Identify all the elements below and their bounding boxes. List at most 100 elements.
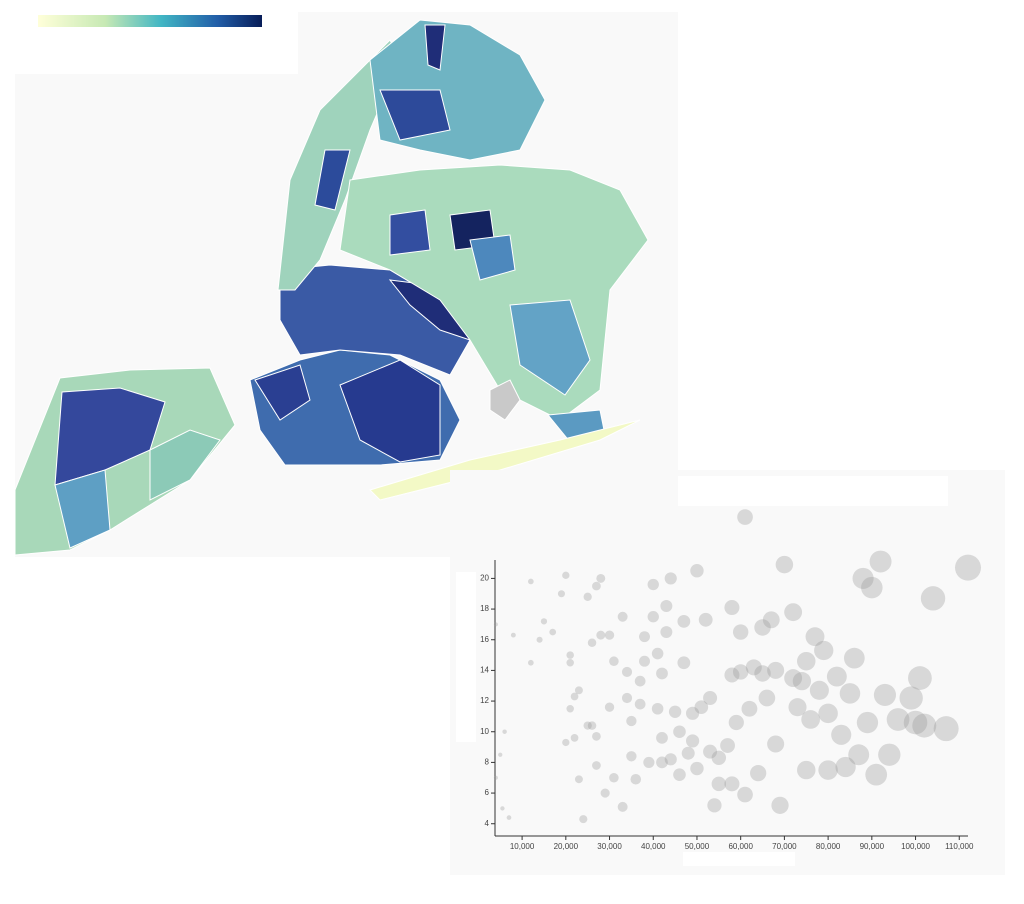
bubble	[592, 761, 601, 770]
y-tick-label: 8	[485, 758, 490, 767]
bubble	[596, 573, 606, 583]
bubble	[912, 713, 937, 738]
bubble	[724, 600, 740, 616]
bubble	[792, 671, 812, 691]
bubble	[566, 704, 574, 713]
bubble	[617, 801, 628, 812]
bubble	[724, 776, 740, 792]
bubble	[797, 760, 816, 780]
color-legend	[38, 15, 262, 27]
bubble	[865, 763, 888, 786]
y-tick-label: 12	[480, 696, 489, 705]
bubble	[592, 581, 601, 591]
bubble	[660, 626, 673, 639]
district	[254, 364, 311, 421]
bubble	[587, 721, 597, 730]
bubble	[626, 715, 637, 727]
bubble	[557, 590, 565, 598]
bubble	[600, 788, 610, 798]
bubble	[562, 738, 570, 747]
scatter-panel	[450, 470, 1005, 875]
x-tick-label: 80,000	[816, 842, 841, 851]
district	[389, 209, 431, 256]
bubble	[703, 690, 718, 706]
bubble	[677, 614, 691, 628]
district	[314, 149, 351, 211]
bubble	[609, 656, 619, 666]
bubble	[899, 686, 923, 710]
bubble	[498, 752, 503, 757]
bubble	[583, 721, 592, 730]
district	[469, 234, 516, 281]
bubble	[741, 700, 758, 717]
bubble	[784, 669, 803, 688]
rockaway	[369, 419, 641, 501]
bubble	[728, 714, 744, 731]
bubble	[886, 708, 910, 731]
bubble	[801, 710, 820, 729]
bubble	[775, 555, 794, 574]
bubble	[493, 775, 498, 780]
boroughs	[14, 19, 649, 556]
bubble	[762, 611, 780, 629]
bubble	[621, 692, 633, 704]
bubble	[621, 666, 633, 678]
bubble	[848, 744, 870, 766]
bubble	[592, 731, 601, 741]
bubble	[668, 705, 682, 718]
bubble	[656, 756, 668, 769]
bubble	[647, 611, 659, 623]
district	[339, 359, 441, 463]
bubble	[737, 786, 753, 803]
bubble	[843, 647, 865, 669]
map-panel	[14, 12, 678, 557]
bubble	[664, 753, 677, 766]
bubble	[831, 724, 852, 745]
x-tick-label: 30,000	[597, 842, 622, 851]
scatter-background	[450, 470, 1005, 875]
bubble	[754, 619, 771, 636]
x-tick-label: 60,000	[728, 842, 753, 851]
bubble	[681, 746, 695, 760]
bubble	[604, 702, 615, 712]
bubble	[673, 768, 686, 781]
bubble	[835, 756, 856, 778]
x-tick-label: 50,000	[685, 842, 710, 851]
bubble	[587, 638, 597, 648]
bubble	[549, 628, 557, 636]
bubble	[732, 664, 749, 680]
district	[54, 469, 111, 549]
bubble	[500, 806, 505, 811]
bubble	[562, 571, 570, 579]
bubble	[805, 627, 825, 647]
bubble	[639, 655, 650, 667]
bubble	[656, 667, 668, 680]
bubble	[609, 772, 619, 783]
bubble	[814, 640, 834, 661]
bubble	[933, 716, 959, 742]
bubble	[750, 765, 767, 782]
bubble	[579, 815, 588, 824]
bubble	[745, 659, 762, 676]
district	[509, 299, 591, 396]
bubble	[818, 703, 838, 724]
bubble	[767, 735, 785, 753]
bubble	[651, 647, 664, 660]
bubble	[711, 776, 727, 792]
bubble	[758, 689, 776, 707]
bubble	[920, 586, 946, 611]
bubble	[660, 600, 673, 612]
bubble	[596, 630, 606, 640]
bubble	[502, 729, 507, 734]
bubble	[711, 750, 727, 766]
bubble	[852, 567, 874, 589]
bubble	[767, 661, 785, 679]
bubble	[634, 698, 646, 710]
bubble	[856, 711, 879, 734]
y-tick-label: 20	[480, 574, 489, 583]
x-tick-label: 20,000	[554, 842, 579, 851]
bubble	[724, 667, 740, 683]
bubble	[784, 603, 803, 622]
y-tick-label: 10	[480, 727, 489, 736]
bubble	[656, 731, 668, 744]
